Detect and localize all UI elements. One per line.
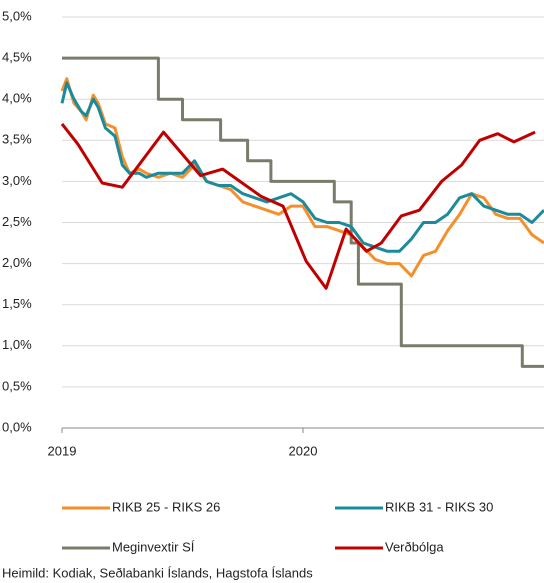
y-tick-label: 1,5% [2,296,32,311]
x-tick-label: 2020 [289,443,318,458]
y-tick-label: 3,5% [2,132,32,147]
legend-label: RIKB 25 - RIKS 26 [112,499,220,514]
source-note: Heimild: Kodiak, Seðlabanki Íslands, Hag… [2,565,313,580]
y-tick-label: 3,0% [2,173,32,188]
legend-label: Verðbólga [385,539,444,554]
y-tick-label: 1,0% [2,337,32,352]
y-tick-label: 5,0% [2,8,32,23]
series-line [62,56,544,368]
y-tick-label: 4,0% [2,91,32,106]
series-line [60,122,536,290]
y-tick-label: 2,5% [2,214,32,229]
y-tick-label: 2,0% [2,255,32,270]
y-tick-label: 4,5% [2,50,32,65]
y-tick-label: 0,5% [2,378,32,393]
series-line [60,77,544,278]
series-line [60,81,544,253]
legend-label: RIKB 31 - RIKS 30 [385,499,493,514]
y-tick-label: 0,0% [2,419,32,434]
x-tick-label: 2019 [48,443,77,458]
legend-label: Meginvextir SÍ [112,539,195,554]
